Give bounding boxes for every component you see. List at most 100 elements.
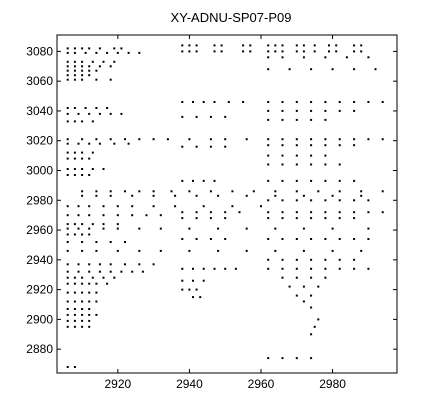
data-point: [109, 65, 112, 68]
data-point: [88, 313, 91, 316]
data-point: [109, 241, 112, 243]
data-point: [224, 211, 227, 214]
data-point: [159, 227, 162, 230]
data-point: [91, 60, 94, 63]
data-point: [88, 69, 91, 72]
y-tick-label: 3060: [26, 74, 53, 88]
data-point: [88, 112, 91, 115]
data-point: [195, 288, 198, 291]
data-point: [324, 211, 327, 214]
data-point: [113, 276, 116, 279]
data-point: [81, 138, 84, 141]
data-point: [224, 217, 227, 220]
data-point: [295, 294, 298, 297]
data-point: [295, 50, 298, 53]
data-point: [95, 291, 98, 294]
data-point: [66, 282, 69, 285]
data-point: [81, 120, 84, 123]
x-tick-label: 2960: [248, 377, 275, 391]
data-point: [88, 74, 91, 77]
data-point: [159, 249, 162, 252]
data-point: [66, 51, 69, 54]
data-point: [109, 190, 112, 193]
data-point: [242, 50, 245, 53]
data-point: [88, 205, 91, 208]
data-point: [181, 101, 184, 103]
data-point: [66, 227, 69, 230]
data-point: [131, 214, 134, 217]
data-point: [106, 107, 109, 109]
data-point: [381, 190, 384, 193]
data-point: [310, 306, 313, 309]
data-point: [267, 267, 270, 270]
data-point: [288, 68, 291, 71]
data-point: [252, 190, 255, 193]
data-point: [84, 107, 87, 109]
data-point: [81, 300, 84, 303]
data-point: [267, 199, 270, 202]
data-point: [131, 205, 134, 208]
data-point: [66, 168, 69, 170]
data-point: [81, 276, 84, 279]
data-point: [77, 214, 80, 217]
data-point: [281, 50, 284, 53]
data-point: [209, 217, 212, 220]
data-point: [338, 163, 341, 166]
data-point: [331, 227, 334, 230]
data-point: [66, 214, 69, 217]
data-point: [88, 142, 91, 145]
data-point: [381, 101, 384, 103]
data-point: [88, 227, 91, 230]
data-point: [249, 44, 252, 47]
data-point: [109, 138, 112, 141]
data-point: [324, 154, 327, 157]
data-point: [295, 211, 298, 214]
data-point: [220, 50, 223, 53]
data-point: [91, 120, 94, 123]
data-point: [98, 47, 101, 50]
data-point: [267, 118, 270, 121]
data-point: [192, 296, 194, 299]
data-point: [95, 190, 98, 193]
data-point: [131, 270, 134, 273]
data-point: [267, 109, 270, 112]
data-point: [220, 44, 223, 47]
data-point: [66, 60, 69, 63]
data-point: [88, 174, 91, 176]
data-point: [249, 50, 252, 53]
data-point: [338, 211, 341, 214]
data-point: [73, 120, 76, 123]
data-point: [195, 211, 198, 214]
data-point: [91, 168, 94, 170]
data-point: [302, 227, 305, 230]
data-point: [324, 179, 327, 182]
data-point: [73, 107, 76, 109]
data-point: [181, 145, 184, 148]
data-point: [81, 60, 84, 63]
data-point: [145, 214, 148, 217]
data-point: [81, 291, 84, 294]
data-point: [209, 190, 212, 193]
data-point: [202, 205, 205, 208]
data-point: [192, 179, 194, 182]
data-point: [302, 285, 305, 288]
data-point: [195, 50, 198, 53]
data-point: [95, 69, 98, 72]
data-point: [209, 115, 212, 118]
data-point: [353, 44, 356, 47]
data-point: [102, 205, 105, 208]
data-point: [95, 282, 98, 285]
data-point: [231, 205, 234, 208]
data-point: [95, 107, 98, 109]
data-point: [77, 142, 80, 145]
y-tick-label: 2900: [26, 312, 53, 326]
data-point: [66, 120, 69, 123]
data-point: [324, 258, 327, 261]
data-point: [274, 227, 277, 230]
data-point: [288, 285, 291, 288]
data-point: [195, 217, 198, 220]
data-point: [73, 233, 76, 236]
data-point: [138, 190, 141, 193]
data-point: [335, 44, 338, 47]
data-point: [338, 101, 341, 103]
